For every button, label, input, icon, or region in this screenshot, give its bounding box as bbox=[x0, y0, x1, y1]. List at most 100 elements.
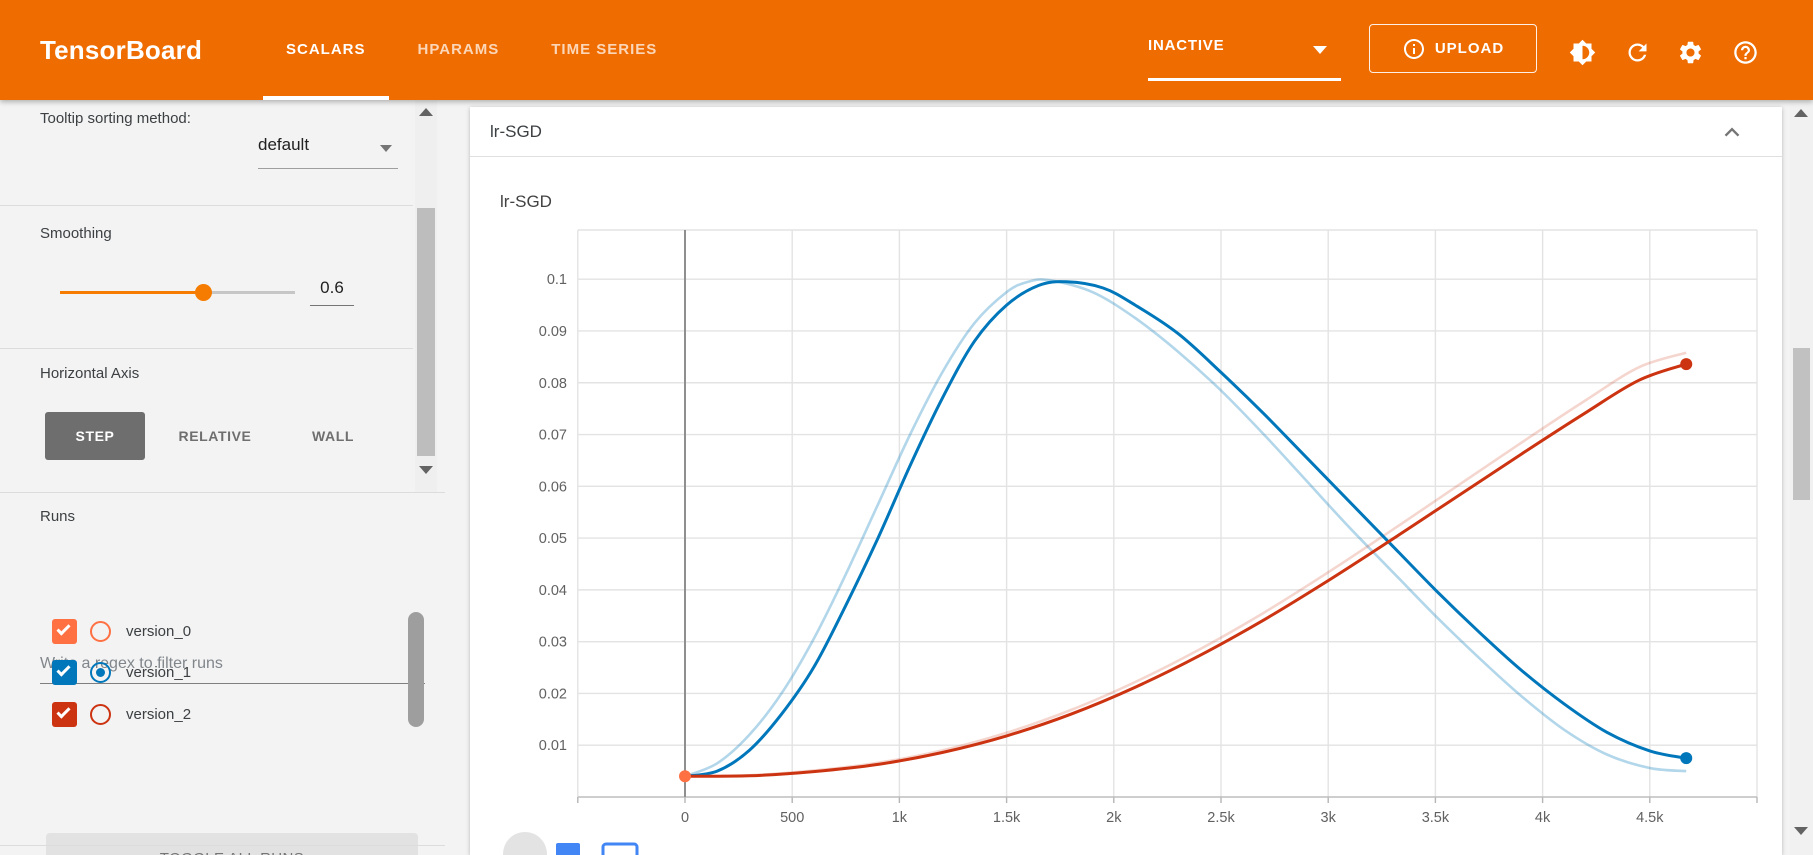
x-axis-tick-label: 3.5k bbox=[1422, 810, 1450, 826]
card-group-header[interactable]: lr-SGD bbox=[470, 107, 1782, 157]
smoothing-label: Smoothing bbox=[40, 225, 112, 242]
axis-option-wall[interactable]: WALL bbox=[295, 412, 371, 460]
chart-title: lr-SGD bbox=[500, 192, 552, 211]
series-endpoint-version_1 bbox=[1680, 752, 1693, 765]
series-raw-version_2 bbox=[684, 351, 1687, 778]
app-title: TensorBoard bbox=[40, 35, 203, 65]
series-endpoint-version_2 bbox=[1680, 358, 1693, 371]
gear-icon bbox=[1679, 41, 1701, 63]
x-axis-tick-label: 500 bbox=[780, 810, 804, 826]
axis-option-wall-label: WALL bbox=[311, 428, 355, 444]
run-label: version_2 bbox=[126, 706, 192, 723]
y-axis-tick-label: 0.05 bbox=[539, 531, 567, 547]
x-axis-tick-label: 1k bbox=[892, 810, 908, 826]
y-axis-tick-label: 0.01 bbox=[539, 738, 567, 754]
sidebar-scrollbar-thumb[interactable] bbox=[417, 208, 435, 456]
series-smoothed-version_1 bbox=[684, 280, 1687, 778]
chevron-down-icon bbox=[380, 145, 392, 152]
brightness-icon bbox=[1569, 39, 1595, 65]
tab-scalars[interactable]: SCALARS bbox=[263, 0, 389, 100]
brightness-toggle-button[interactable] bbox=[1562, 32, 1602, 72]
tab-hparams-label: HPARAMS bbox=[417, 41, 500, 58]
run-checkbox[interactable] bbox=[52, 702, 77, 727]
toggle-all-runs-label: TOGGLE ALL RUNS bbox=[160, 850, 304, 855]
section-divider bbox=[0, 492, 445, 493]
section-divider bbox=[0, 205, 413, 206]
tooltip-sorting-label: Tooltip sorting method: bbox=[40, 110, 191, 127]
app-header: TensorBoard SCALARS HPARAMS TIME SERIES … bbox=[0, 0, 1813, 100]
run-radio[interactable] bbox=[90, 704, 111, 725]
tab-hparams[interactable]: HPARAMS bbox=[395, 0, 523, 100]
smoothing-value-field[interactable]: 0.6 bbox=[310, 278, 354, 306]
y-axis-tick-label: 0.1 bbox=[547, 272, 567, 288]
help-button[interactable] bbox=[1725, 32, 1765, 72]
upload-button[interactable]: UPLOAD bbox=[1369, 24, 1537, 73]
y-axis-tick-label: 0.08 bbox=[539, 376, 567, 392]
series-smoothed-version_2 bbox=[684, 362, 1687, 778]
tab-scalars-label: SCALARS bbox=[286, 41, 366, 58]
horizontal-axis-label: Horizontal Axis bbox=[40, 365, 140, 382]
collapse-group-button[interactable] bbox=[1714, 115, 1750, 151]
series-endpoint-version_0 bbox=[679, 770, 691, 783]
x-axis-tick-label: 4.5k bbox=[1636, 810, 1664, 826]
run-checkbox[interactable] bbox=[52, 660, 77, 685]
section-divider bbox=[0, 845, 445, 846]
series-raw-version_1 bbox=[684, 278, 1687, 778]
smoothing-slider-fill bbox=[60, 291, 203, 294]
run-row-version_1[interactable]: version_1 bbox=[40, 652, 410, 693]
checkmark-icon bbox=[56, 621, 71, 636]
page-scrollbar[interactable] bbox=[1790, 100, 1813, 855]
status-dropdown[interactable]: INACTIVE bbox=[1148, 0, 1341, 100]
card-expand-button[interactable] bbox=[503, 832, 547, 855]
scroll-down-arrow-icon[interactable] bbox=[1794, 827, 1808, 835]
checkmark-icon bbox=[56, 704, 71, 719]
tooltip-sorting-dropdown[interactable]: default bbox=[258, 128, 398, 169]
tab-time-series-label: TIME SERIES bbox=[551, 41, 658, 58]
axis-option-step[interactable]: STEP bbox=[45, 412, 145, 460]
y-axis-tick-label: 0.03 bbox=[539, 635, 567, 651]
run-label: version_1 bbox=[126, 664, 192, 681]
x-axis-tick-label: 4k bbox=[1535, 810, 1551, 826]
x-axis-tick-label: 3k bbox=[1321, 810, 1337, 826]
card-fullscreen-button[interactable] bbox=[601, 842, 639, 855]
axis-option-relative[interactable]: RELATIVE bbox=[160, 412, 270, 460]
runs-list-scrollbar-thumb[interactable] bbox=[408, 612, 424, 727]
run-row-version_2[interactable]: version_2 bbox=[40, 694, 410, 735]
y-axis-tick-label: 0.07 bbox=[539, 428, 567, 444]
runs-label: Runs bbox=[40, 508, 76, 525]
radio-dot bbox=[95, 667, 105, 677]
info-icon bbox=[1403, 38, 1424, 59]
refresh-button[interactable] bbox=[1617, 32, 1657, 72]
x-axis-tick-label: 1.5k bbox=[993, 810, 1021, 826]
status-dropdown-value: INACTIVE bbox=[1148, 37, 1225, 54]
page-scrollbar-thumb[interactable] bbox=[1793, 348, 1810, 500]
sidebar-scrollbar[interactable] bbox=[415, 100, 437, 492]
scroll-down-arrow-icon[interactable] bbox=[419, 466, 433, 474]
nav-tabs: SCALARS HPARAMS TIME SERIES bbox=[257, 0, 680, 100]
x-axis-tick-label: 2.5k bbox=[1207, 810, 1235, 826]
y-axis-tick-label: 0.06 bbox=[539, 479, 567, 495]
upload-button-label: UPLOAD bbox=[1434, 40, 1505, 57]
scroll-up-arrow-icon[interactable] bbox=[1794, 109, 1808, 117]
y-axis-tick-label: 0.09 bbox=[539, 324, 567, 340]
x-axis-tick-label: 0 bbox=[681, 810, 689, 826]
card-action-button[interactable] bbox=[556, 843, 580, 855]
scroll-up-arrow-icon[interactable] bbox=[419, 108, 433, 116]
tab-time-series[interactable]: TIME SERIES bbox=[528, 0, 680, 100]
run-radio[interactable] bbox=[90, 621, 111, 642]
refresh-icon bbox=[1628, 43, 1646, 61]
chevron-up-icon bbox=[1724, 127, 1740, 137]
status-dropdown-underline bbox=[1148, 78, 1341, 81]
smoothing-slider-thumb[interactable] bbox=[195, 284, 212, 301]
run-label: version_0 bbox=[126, 623, 192, 640]
run-row-version_0[interactable]: version_0 bbox=[40, 611, 410, 652]
run-radio[interactable] bbox=[90, 662, 111, 683]
scalar-card-group: lr-SGD lr-SGD 0.01 0.02 0.03 0.04 0.05 0.06 0.… bbox=[470, 107, 1782, 855]
run-checkbox[interactable] bbox=[52, 619, 77, 644]
scalar-chart[interactable]: 0.01 0.02 0.03 0.04 0.05 0.06 0.07 0.08 0.09 0.1 0… bbox=[470, 157, 1782, 855]
tooltip-sorting-value: default bbox=[258, 135, 310, 154]
settings-button[interactable] bbox=[1670, 32, 1710, 72]
card-group-title: lr-SGD bbox=[490, 122, 542, 141]
toggle-all-runs-button[interactable]: TOGGLE ALL RUNS bbox=[46, 833, 418, 855]
